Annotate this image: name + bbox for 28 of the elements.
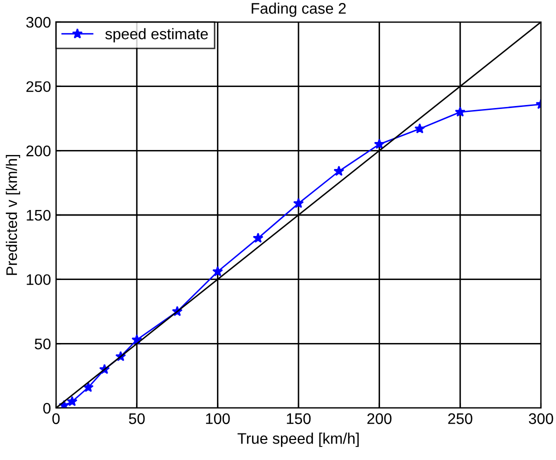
point — [374, 138, 385, 149]
y-tick-label: 0 — [43, 402, 51, 414]
y-tick-label: 200 — [26, 146, 51, 156]
y-tick-label: 150 — [26, 210, 51, 221]
x-tick-label: 200 — [367, 413, 392, 424]
x-tick-label: 50 — [128, 413, 145, 424]
point — [132, 334, 142, 344]
point — [293, 198, 304, 208]
y-axis-title: Predicted v [km/h] — [6, 154, 20, 275]
y-tick-label: 100 — [26, 274, 51, 286]
x-tick-label: 100 — [206, 413, 230, 424]
legend-label: speed estimate — [105, 28, 208, 42]
point — [83, 382, 94, 392]
x-tick-label: 250 — [448, 413, 472, 424]
x-axis-title: True speed [km/h] — [238, 432, 359, 447]
point — [334, 166, 344, 176]
point — [414, 123, 426, 134]
y-tick-label: 50 — [34, 338, 51, 350]
x-tick-label: 0 — [52, 413, 60, 424]
x-tick-label: 300 — [528, 413, 554, 424]
point — [454, 106, 466, 117]
point — [212, 266, 223, 276]
y-tick-label: 300 — [26, 16, 51, 28]
y-tick-label: 250 — [26, 81, 51, 92]
point — [66, 396, 78, 406]
x-tick-label: 150 — [286, 413, 311, 424]
point — [252, 232, 264, 243]
chart-title: Fading case 2 — [252, 2, 346, 17]
